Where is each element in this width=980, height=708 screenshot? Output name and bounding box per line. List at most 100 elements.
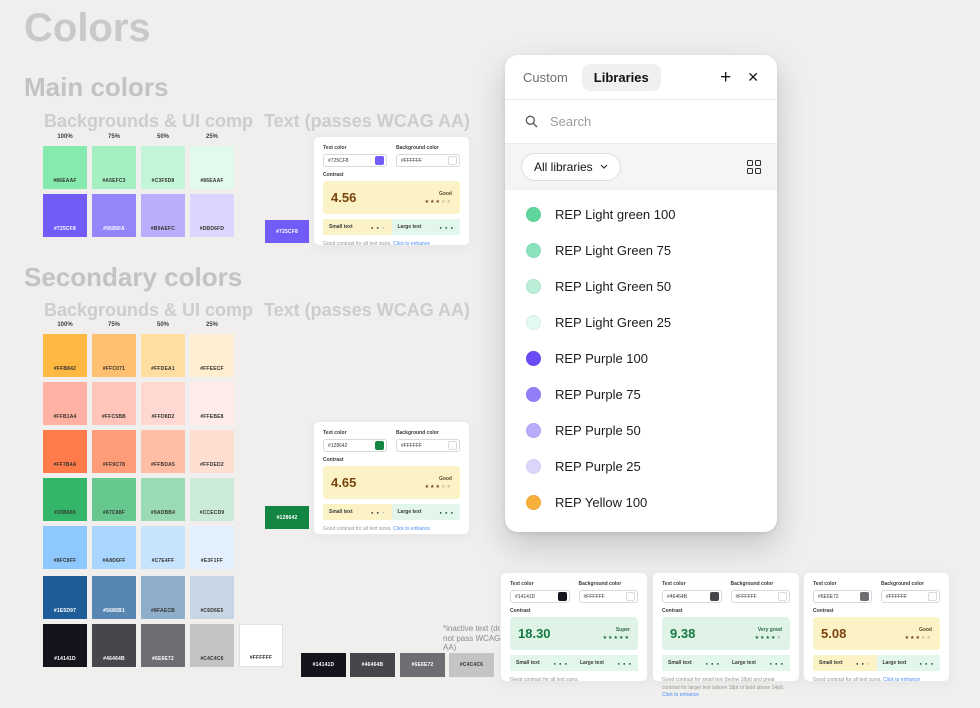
large-text-indicator: Large text ● ● ● [876, 655, 940, 671]
text-color-input[interactable]: #725CF8 [323, 154, 387, 167]
text-color-input[interactable]: #6E6E72 [813, 590, 872, 603]
text-color-chip [375, 156, 384, 165]
swatch-hex-label: #FFD8D2 [151, 414, 175, 420]
library-item[interactable]: REP Purple 25 [505, 448, 777, 484]
background-color-label: Background color [396, 145, 439, 151]
plus-icon[interactable]: + [720, 66, 732, 88]
small-text-dots: ● ● ● [553, 660, 568, 666]
grid-view-icon[interactable] [747, 159, 761, 174]
main-bg-subtitle: Backgrounds & UI comp [44, 111, 254, 131]
background-color-input[interactable]: #FFFFFF [730, 590, 790, 603]
swatch: #FFDED2 [190, 430, 234, 473]
contrast-ratio-box: 4.65 Good ★★★★★ [323, 466, 460, 499]
large-text-label: Large text [580, 660, 604, 666]
background-color-input[interactable]: #FFFFFF [396, 439, 460, 452]
swatch: #C7E4FF [141, 526, 185, 569]
secondary-colors-heading: Secondary colors [24, 262, 243, 292]
chip-hex-label: #C4C4C6 [459, 662, 484, 668]
secondary-bg-subtitle: Backgrounds & UI comp [44, 300, 254, 320]
background-color-input[interactable]: #FFFFFF [881, 590, 940, 603]
library-item[interactable]: REP Purple 75 [505, 376, 777, 412]
contrast-footer: Great contrast for all text sizes. [510, 677, 579, 683]
swatch-hex-label: #FF7B4A [53, 462, 77, 468]
tint-label: 100% [57, 322, 73, 328]
swatch: #FFB842 [43, 334, 87, 377]
swatch-hex-label: #FF9C78 [102, 462, 126, 468]
swatch: #46464B [92, 624, 136, 667]
color-dot [526, 278, 541, 294]
swatch-hex-label: #B9AEFC [150, 226, 176, 232]
small-text-label: Small text [668, 660, 692, 666]
library-item[interactable]: REP Yellow 100 [505, 484, 777, 520]
background-color-chip [448, 441, 457, 450]
text-color-input[interactable]: #14141D [510, 590, 570, 603]
search-input[interactable]: Search [505, 99, 777, 144]
library-item-label: REP Purple 25 [555, 458, 641, 474]
all-libraries-dropdown[interactable]: All libraries [521, 152, 621, 181]
contrast-ratio-box: 5.08 Good ★★★★★ [813, 617, 940, 650]
chevron-down-icon [600, 164, 608, 169]
main-text-subtitle: Text (passes WCAG AA) [264, 111, 471, 131]
inactive-text-note: *inactive text (does not pass WCAG AA) [443, 624, 511, 653]
main-color-grid: 100% 75% 50% 25% #86EAAF #A5EFC3 #C3F5D8… [43, 134, 239, 242]
background-color-value: #FFFFFF [735, 593, 757, 600]
text-color-label: Text color [510, 581, 534, 587]
large-text-dots: ● ● ● [439, 509, 454, 515]
background-color-label: Background color [881, 581, 924, 587]
swatch-hex-label: #FFEECF [200, 366, 224, 372]
swatch-hex-label: #9ADBB4 [150, 510, 176, 516]
swatch: #67C88F [92, 478, 136, 521]
contrast-label: Contrast [323, 457, 344, 463]
swatch: #FF7B4A [43, 430, 87, 473]
library-item[interactable]: REP Purple 100 [505, 340, 777, 376]
libraries-panel: Custom Libraries + ✕ Search All librarie… [505, 55, 777, 532]
swatch: #14141D [43, 624, 87, 667]
color-dot [526, 350, 541, 366]
background-color-chip [778, 592, 787, 601]
library-item[interactable]: REP Light Green 25 [505, 304, 777, 340]
secondary-text-subtitle: Text (passes WCAG AA) [264, 300, 471, 320]
all-libraries-label: All libraries [534, 159, 593, 174]
star-rating: ★★★★★ [904, 634, 932, 641]
small-text-dots: ● ● ● [705, 660, 720, 666]
swatch-hex-label: #8FC8FF [53, 558, 77, 564]
swatch: #FFDEA1 [141, 334, 185, 377]
star-rating: ★★★★★ [424, 483, 452, 490]
chip-hex-label: #6E6E72 [411, 662, 434, 668]
tab-custom[interactable]: Custom [523, 69, 568, 85]
library-item[interactable]: REP Light Green 75 [505, 232, 777, 268]
swatch-hex-label: #FFDEA1 [151, 366, 175, 372]
background-color-input[interactable]: #FFFFFF [396, 154, 460, 167]
tab-libraries[interactable]: Libraries [581, 63, 661, 91]
large-text-dots: ● ● ● [769, 660, 784, 666]
text-color-value: #6E6E72 [818, 593, 839, 600]
text-color-input[interactable]: #128642 [323, 439, 387, 452]
swatch-hex-label: #46464B [103, 656, 125, 662]
color-dot [526, 314, 541, 330]
swatch-hex-label: #FFB842 [53, 366, 77, 372]
swatch-hex-label: #67C88F [103, 510, 125, 516]
chip-hex-label: #46464B [361, 662, 384, 668]
click-to-enhance-link[interactable]: Click to enhance [393, 241, 430, 247]
background-color-chip [928, 592, 937, 601]
click-to-enhance-link[interactable]: Click to enhance [883, 677, 920, 683]
library-item[interactable]: REP Purple 50 [505, 412, 777, 448]
small-text-indicator: Small text ● ● ● [323, 219, 392, 235]
swatch-hex-label: #14141D [54, 656, 76, 662]
swatch: #FFB1A4 [43, 382, 87, 425]
click-to-enhance-link[interactable]: Click to enhance [662, 692, 699, 698]
click-to-enhance-link[interactable]: Click to enhance [393, 526, 430, 532]
contrast-footer: Good contrast for all text sizes. Click … [813, 677, 920, 683]
library-item[interactable]: REP Light Green 50 [505, 268, 777, 304]
swatch-hex-label: #A5EFC3 [102, 178, 126, 184]
background-color-input[interactable]: #FFFFFF [578, 590, 638, 603]
swatch: #B9AEFC [141, 194, 185, 237]
text-color-value: #128642 [328, 442, 348, 449]
search-placeholder: Search [550, 114, 592, 129]
swatch: #C4C4C6 [190, 624, 234, 667]
text-color-input[interactable]: #46464B [662, 590, 722, 603]
close-icon[interactable]: ✕ [747, 69, 759, 85]
library-item[interactable]: REP Light green 100 [505, 196, 777, 232]
library-item-label: REP Purple 50 [555, 422, 641, 438]
swatch: #FFD8D2 [141, 382, 185, 425]
